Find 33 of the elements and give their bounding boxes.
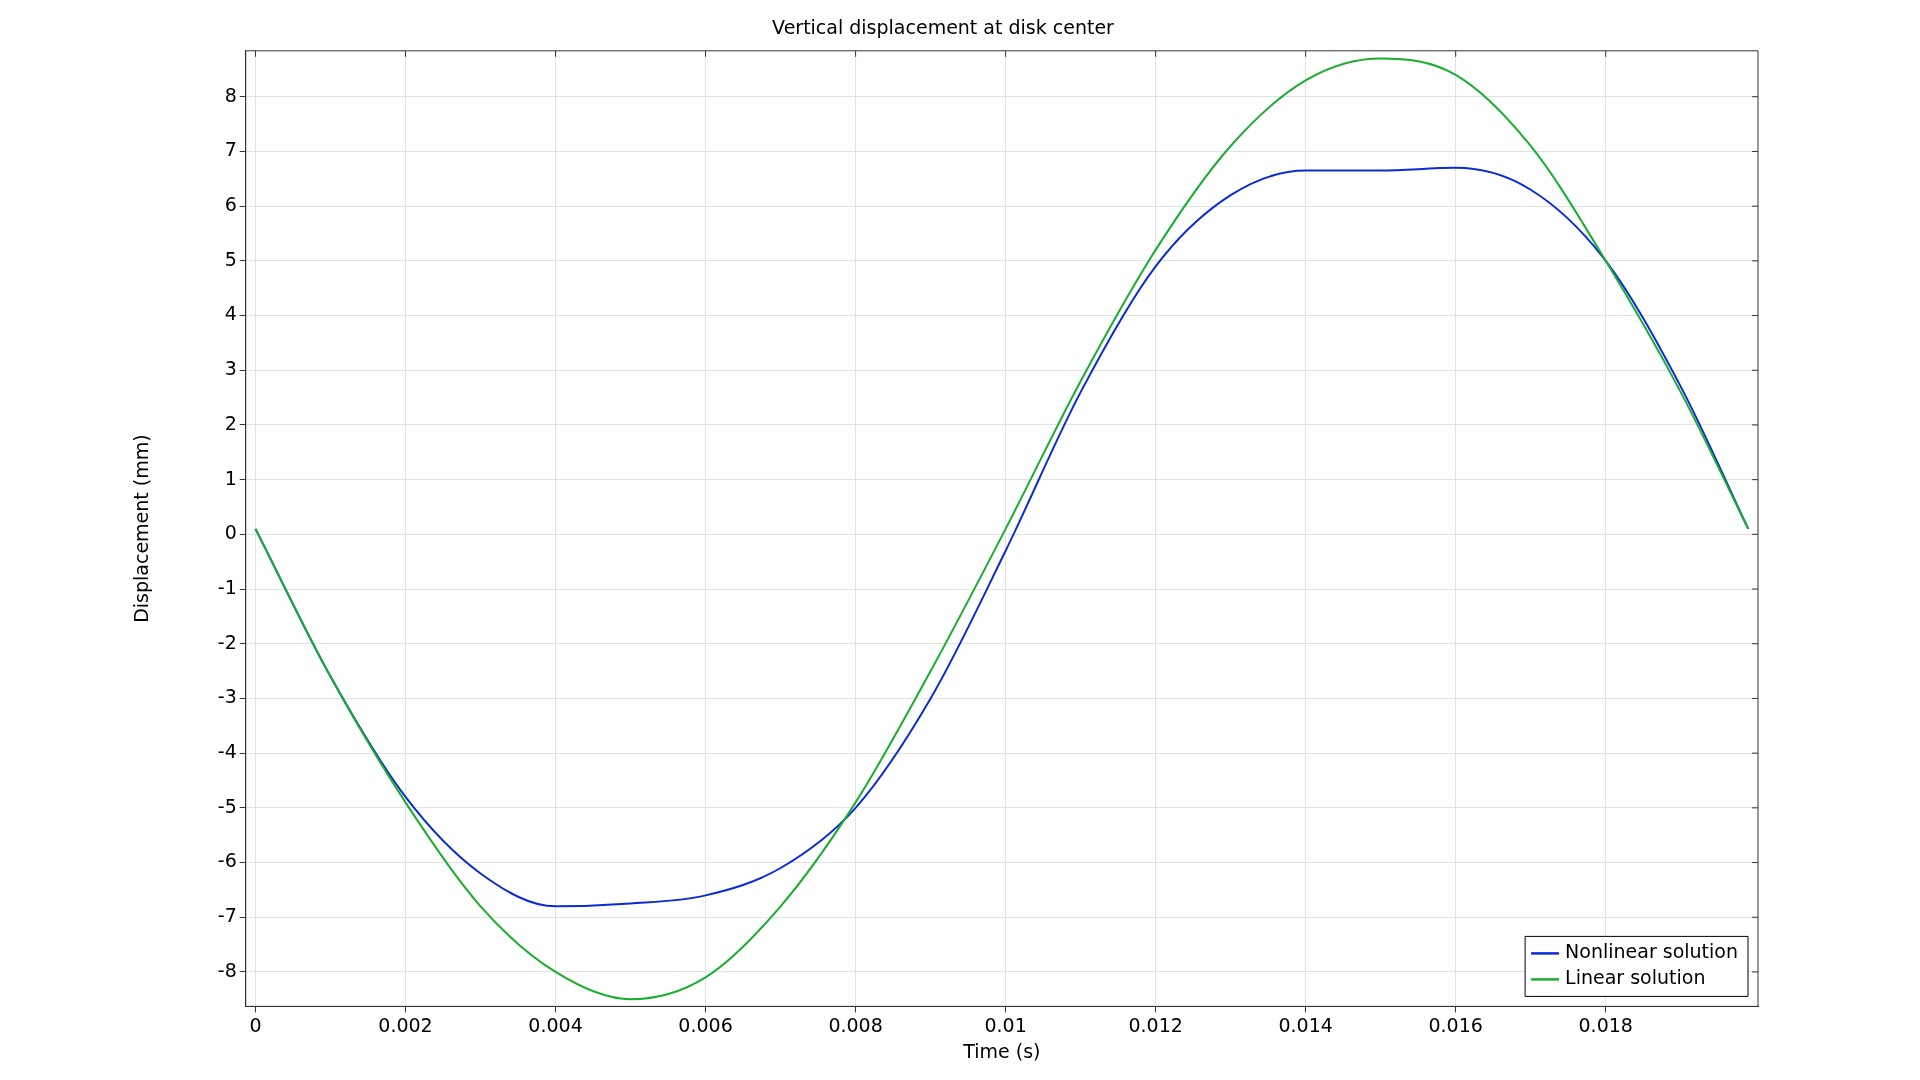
y-tick-label: -2 <box>217 630 237 653</box>
y-tick-label: -5 <box>217 794 237 817</box>
x-tick-label: 0.008 <box>828 1013 883 1036</box>
line-series <box>254 57 1750 1001</box>
x-tick-label: 0.014 <box>1278 1013 1333 1036</box>
x-tick-label: 0.006 <box>678 1013 733 1036</box>
y-tick-label: 0 <box>224 521 237 544</box>
y-tick-label: -6 <box>217 849 237 872</box>
y-tick-label: 6 <box>224 193 237 216</box>
x-tick-label: 0.012 <box>1128 1013 1183 1036</box>
y-tick-label: -8 <box>217 958 237 981</box>
x-tick-label: 0.018 <box>1578 1013 1633 1036</box>
legend-label: Linear solution <box>1565 966 1706 989</box>
y-tick-label: 3 <box>224 357 237 380</box>
y-tick-label: -7 <box>217 904 237 927</box>
y-tick-label: -1 <box>217 575 237 598</box>
y-tick-label: 2 <box>224 411 237 434</box>
x-tick-label: 0 <box>249 1013 262 1036</box>
x-tick-label: 0.01 <box>984 1013 1027 1036</box>
chart-title: Vertical displacement at disk center <box>772 16 1115 39</box>
y-axis-title: Displacement (mm) <box>130 434 153 623</box>
y-tick-label: 4 <box>224 302 237 325</box>
y-tick-label: 5 <box>224 247 237 270</box>
y-tick-label: -4 <box>217 740 237 763</box>
y-tick-label: 1 <box>224 466 237 489</box>
y-tick-label: 8 <box>224 83 237 106</box>
x-tick-label: 0.002 <box>378 1013 433 1036</box>
legend-label: Nonlinear solution <box>1565 940 1738 963</box>
y-tick-label: 7 <box>224 138 237 161</box>
y-tick-label: -3 <box>217 685 237 708</box>
x-axis-title: Time (s) <box>962 1039 1041 1062</box>
x-tick-label: 0.016 <box>1428 1013 1483 1036</box>
x-tick-label: 0.004 <box>528 1013 583 1036</box>
